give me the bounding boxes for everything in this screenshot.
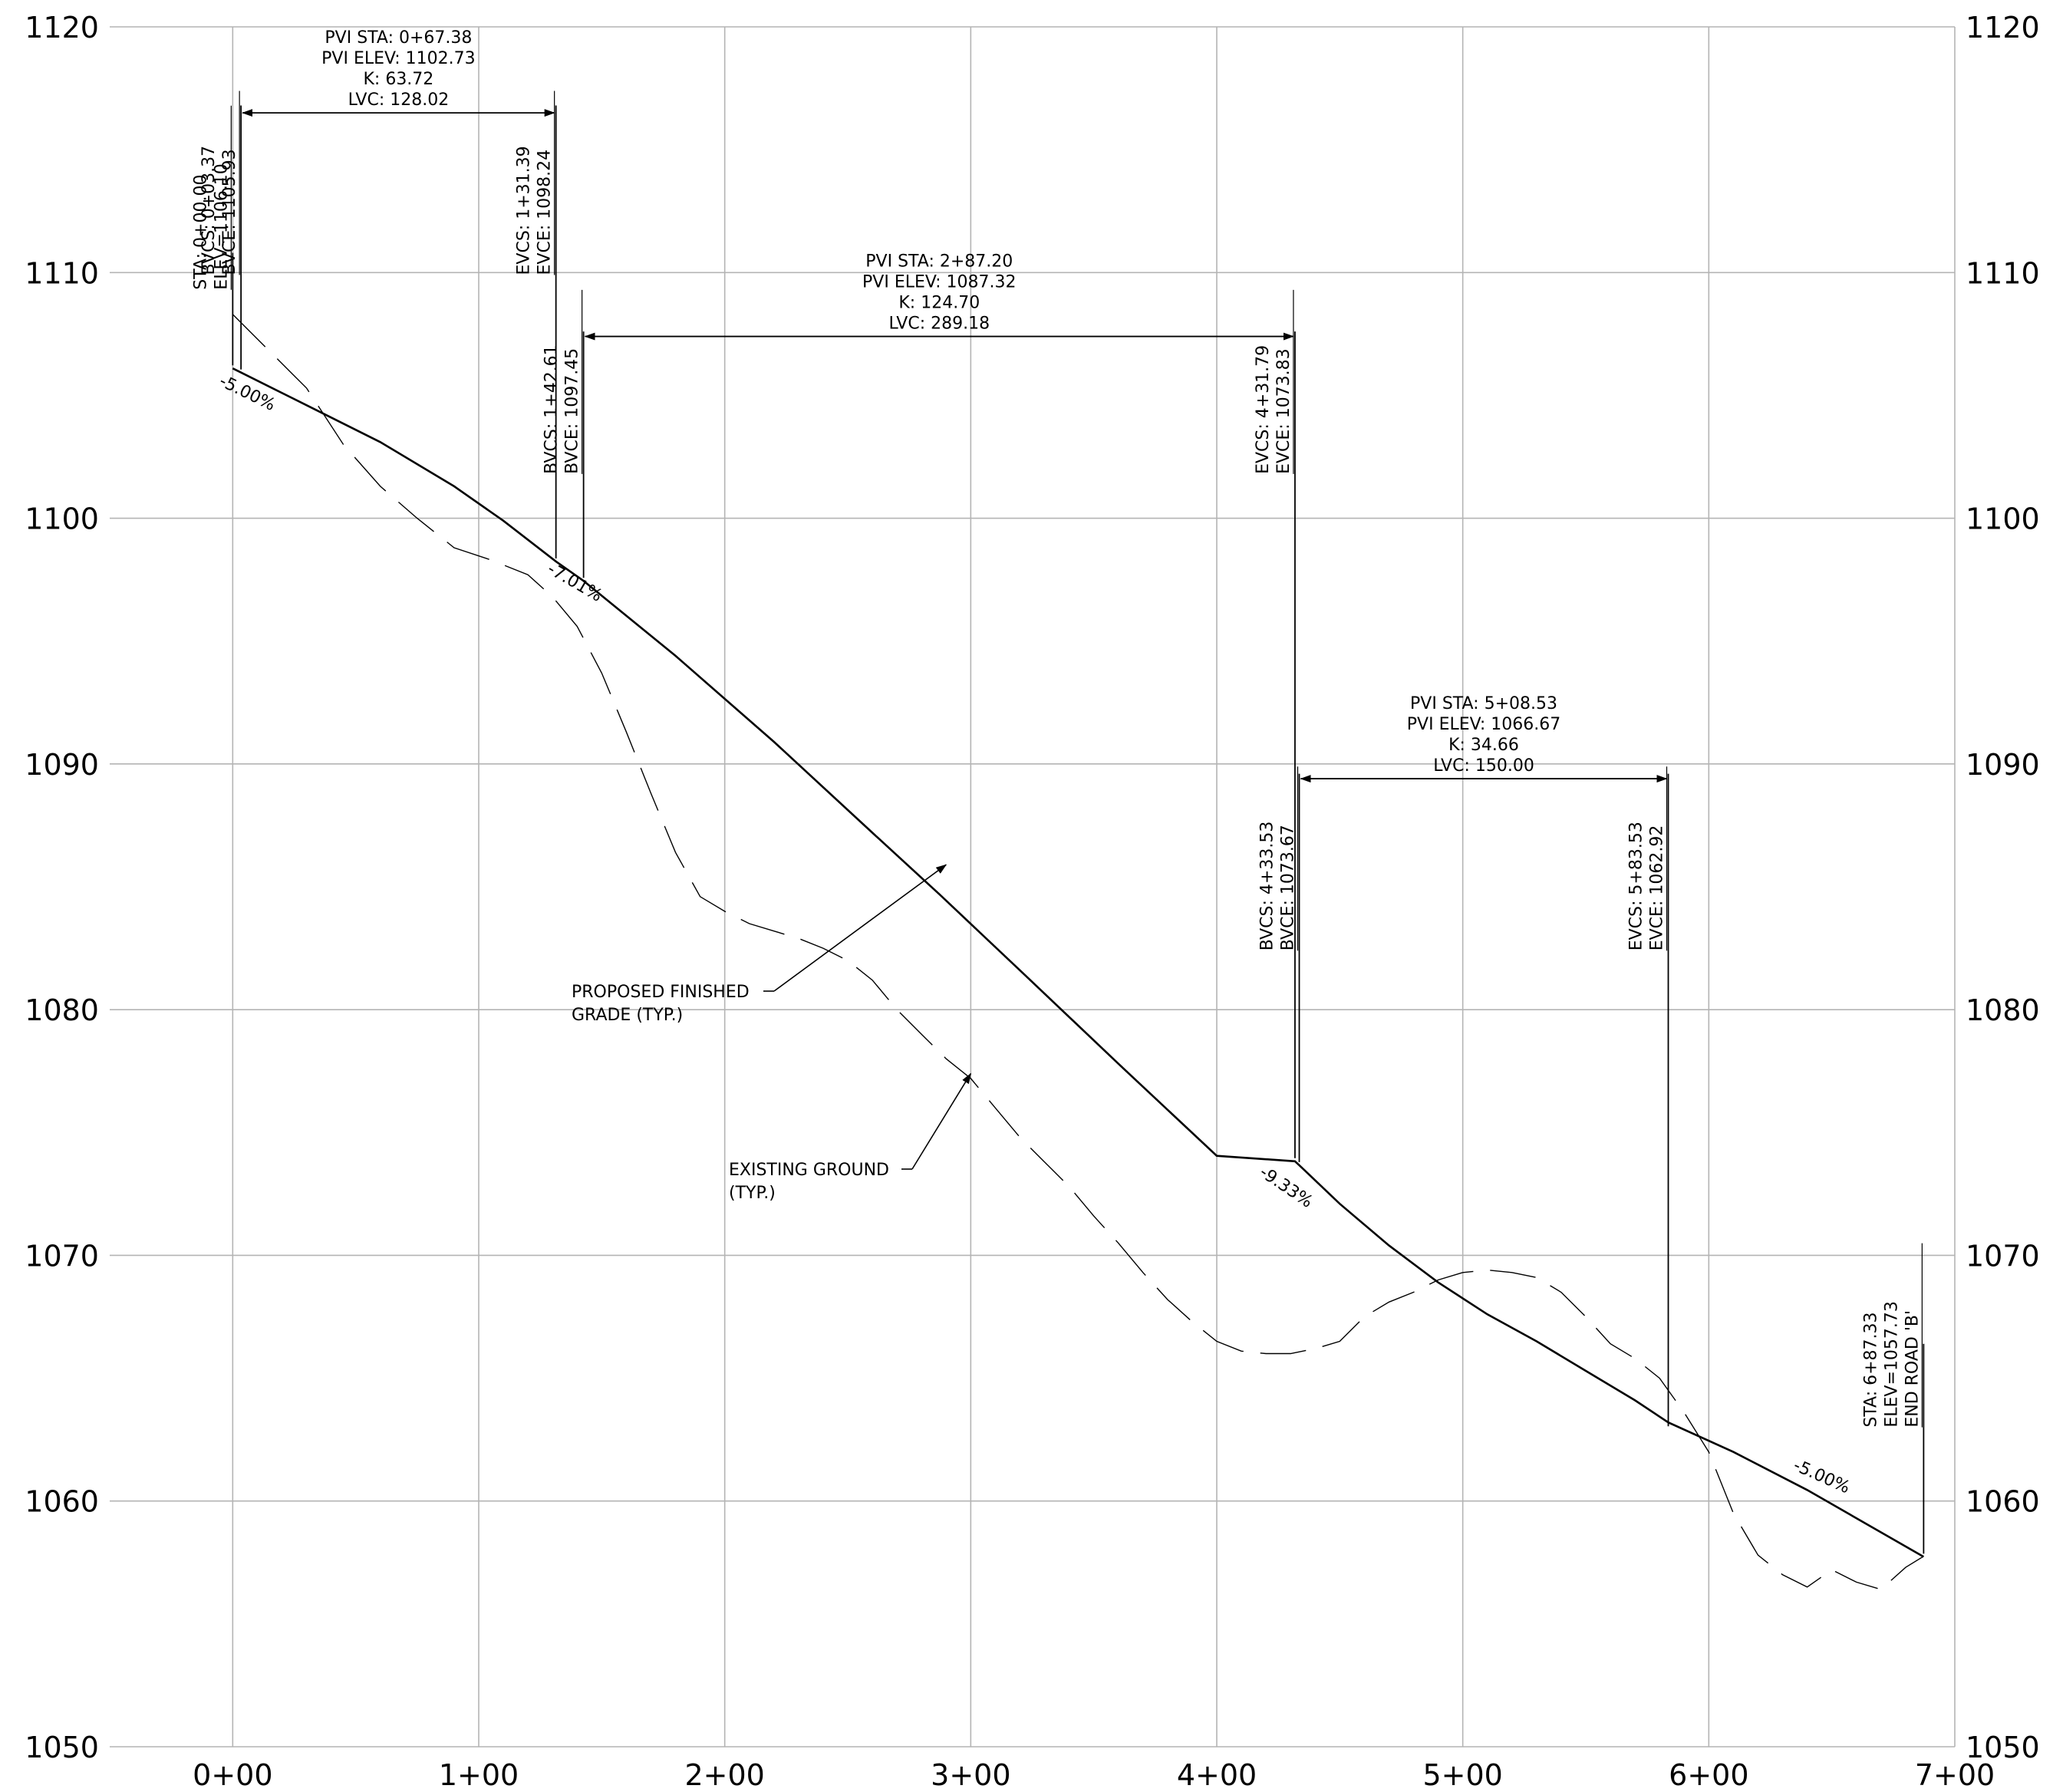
station-label: BVCE: 1105.93	[220, 149, 239, 275]
grade-label: -9.33%	[1256, 1163, 1316, 1212]
y-tick-label-left: 1090	[25, 748, 99, 782]
station-label: EVCE: 1098.24	[535, 150, 555, 275]
y-tick-label-left: 1070	[25, 1239, 99, 1273]
y-tick-label-left: 1060	[25, 1485, 99, 1519]
callout-arrow	[773, 864, 947, 992]
existing-ground-line	[232, 314, 1923, 1590]
callout-label: GRADE (TYP.)	[572, 1006, 683, 1025]
callout-label: EXISTING GROUND	[729, 1161, 889, 1180]
y-tick-label-right: 1100	[1966, 502, 2040, 536]
callout-arrow	[911, 1072, 972, 1170]
grade-label: -5.00%	[216, 371, 278, 415]
y-tick-label-right: 1050	[1966, 1731, 2040, 1764]
y-tick-label-left: 1100	[25, 502, 99, 536]
y-tick-label-left: 1050	[25, 1731, 99, 1764]
station-label: EVCE: 1073.83	[1274, 348, 1293, 474]
y-tick-label-right: 1070	[1966, 1239, 2040, 1273]
y-tick-label-right: 1110	[1966, 256, 2040, 290]
y-tick-label-right: 1120	[1966, 11, 2040, 44]
x-tick-label: 5+00	[1422, 1758, 1502, 1792]
y-tick-label-right: 1060	[1966, 1485, 2040, 1519]
grade-label: -7.01%	[544, 559, 605, 606]
station-label: ELEV=1057.73	[1882, 1301, 1901, 1428]
y-tick-label-left: 1110	[25, 256, 99, 290]
curve-dimension-text: PVI ELEV: 1102.73	[321, 49, 476, 68]
station-label: BVCS: 4+33.53	[1258, 822, 1277, 951]
curve-dimension-text: PVI STA: 5+08.53	[1410, 694, 1557, 713]
station-label: BVCE: 1073.67	[1279, 825, 1298, 950]
y-tick-label-left: 1080	[25, 993, 99, 1027]
grid	[110, 26, 1956, 1748]
station-label: EVCE: 1062.92	[1648, 825, 1667, 951]
callouts: PROPOSED FINISHED GRADE (TYP.) EXISTING GR…	[572, 864, 972, 1203]
curve-dimension-text: PVI ELEV: 1066.67	[1407, 715, 1561, 734]
curve-dimension-text: LVC: 128.02	[348, 91, 450, 110]
curve-dimension-text: PVI STA: 0+67.38	[325, 28, 472, 48]
y-tick-label-left: 1120	[25, 11, 99, 44]
curve-dimension-text: LVC: 289.18	[888, 315, 990, 334]
x-tick-label: 7+00	[1915, 1758, 1995, 1792]
station-label: ELEV=1106.10	[212, 163, 231, 290]
x-tick-label: 0+00	[193, 1758, 272, 1792]
x-tick-label: 1+00	[439, 1758, 519, 1792]
callout-label: PROPOSED FINISHED	[572, 983, 750, 1002]
x-tick-label: 3+00	[931, 1758, 1010, 1792]
curve-dimension-text: K: 34.66	[1448, 736, 1519, 755]
station-label: EVCS: 5+83.53	[1627, 822, 1646, 950]
x-tick-label: 6+00	[1669, 1758, 1748, 1792]
station-label: EVCS: 1+31.39	[515, 146, 534, 275]
grade-label: -5.00%	[1791, 1456, 1853, 1497]
curve-dimension-text: K: 63.72	[363, 70, 433, 89]
x-tick-label: 2+00	[684, 1758, 764, 1792]
y-tick-label-right: 1090	[1966, 748, 2040, 782]
curve-dimension-text: K: 124.70	[898, 294, 980, 313]
y-tick-label-right: 1080	[1966, 993, 2040, 1027]
station-label: STA: 0+00.00	[191, 175, 210, 290]
station-label: BVCS: 0+03.37	[199, 146, 219, 275]
curve-dimension-text: PVI STA: 2+87.20	[865, 252, 1013, 272]
station-label: BVCS: 1+42.61	[542, 344, 562, 474]
callout-label: (TYP.)	[729, 1184, 776, 1203]
station-label: BVCE: 1097.45	[563, 348, 582, 474]
station-label: EVCS: 4+31.79	[1254, 345, 1273, 474]
x-tick-label: 4+00	[1177, 1758, 1257, 1792]
grade-labels: -5.00% -7.01% -9.33% -5.00%	[216, 371, 1853, 1497]
proposed-grade-line	[232, 367, 1925, 1558]
profile-lines	[232, 314, 1925, 1590]
curve-dimension-text: PVI ELEV: 1087.32	[862, 273, 1017, 292]
station-label: END ROAD 'B'	[1903, 1310, 1922, 1428]
curve-dimension-text: LVC: 150.00	[1433, 756, 1534, 776]
station-label: STA: 6+87.33	[1861, 1312, 1880, 1427]
